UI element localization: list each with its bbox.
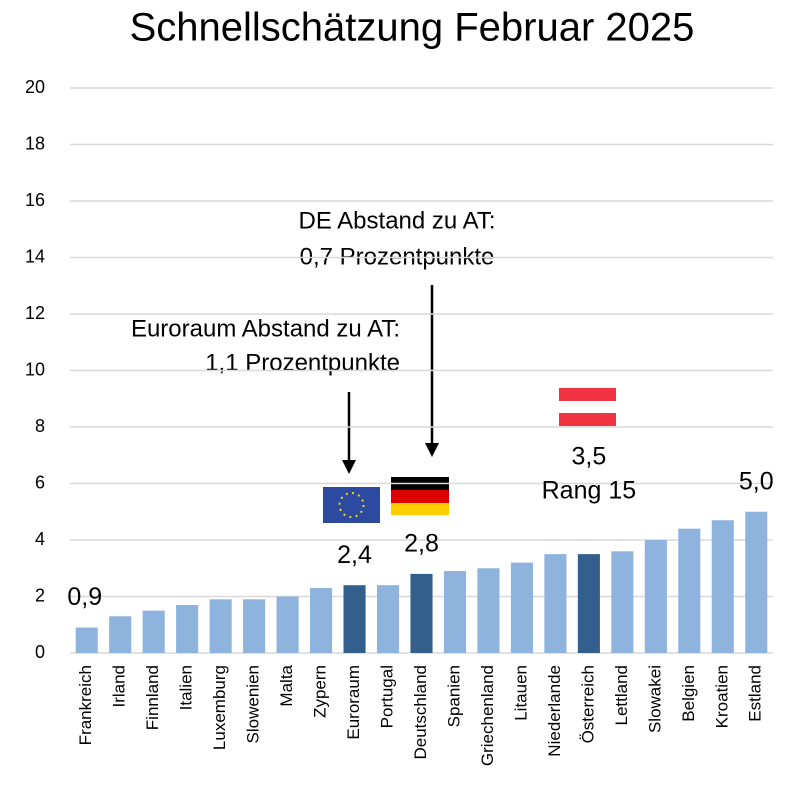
x-tick-label: Griechenland	[478, 665, 497, 766]
y-tick-label: 0	[35, 642, 45, 662]
bar	[243, 599, 266, 653]
x-tick-label: Slowakei	[645, 665, 664, 733]
bar	[477, 568, 500, 653]
x-tick-label: Irland	[110, 665, 129, 708]
bar	[376, 585, 400, 653]
x-tick-label: Deutschland	[411, 665, 430, 760]
x-tick-label: Spanien	[444, 665, 463, 727]
x-tick-label: Litauen	[511, 665, 530, 721]
annotation: DE Abstand zu AT:	[298, 207, 495, 234]
rank-label: Rang 15	[542, 477, 637, 505]
y-tick-label: 4	[35, 529, 45, 549]
data-label: 5,0	[739, 467, 774, 495]
x-tick-label: Österreich	[578, 665, 597, 743]
y-tick-label: 20	[25, 77, 45, 97]
bar	[142, 610, 165, 653]
y-tick-label: 6	[35, 472, 45, 492]
at-flag	[559, 388, 616, 426]
data-label: 3,5	[571, 443, 606, 471]
data-label: 2,8	[404, 530, 439, 558]
data-label: 2,4	[337, 541, 372, 569]
x-tick-label: Italien	[177, 665, 196, 710]
bar	[75, 627, 98, 653]
bar	[310, 588, 333, 653]
bar	[544, 554, 567, 653]
x-tick-label: Belgien	[679, 665, 698, 722]
bar	[711, 520, 734, 653]
x-tick-label: Euroraum	[344, 665, 363, 740]
data-label: 0,9	[67, 583, 102, 611]
y-tick-label: 16	[25, 190, 45, 210]
x-tick-label: Finnland	[143, 665, 162, 730]
eu-flag	[323, 487, 380, 523]
y-tick-label: 14	[25, 246, 45, 266]
bar	[176, 604, 199, 653]
bar	[343, 585, 366, 653]
x-tick-label: Frankreich	[76, 665, 95, 745]
x-tick-label: Zypern	[311, 665, 330, 718]
y-tick-label: 18	[25, 133, 45, 153]
callout-euro: Euroraum Abstand zu AT: 1,1 Prozentpunkt…	[131, 315, 400, 474]
y-tick-label: 10	[25, 359, 45, 379]
arrow-head	[425, 443, 439, 457]
bar	[745, 511, 768, 653]
bar	[209, 599, 232, 653]
y-tick-label: 2	[35, 585, 45, 605]
arrow-head	[342, 460, 356, 474]
x-tick-label: Niederlande	[545, 665, 564, 757]
x-tick-label: Slowenien	[244, 665, 263, 743]
y-tick-label: 8	[35, 416, 45, 436]
y-tick-label: 12	[25, 303, 45, 323]
x-tick-label: Lettland	[612, 665, 631, 726]
bar	[109, 616, 132, 653]
x-tick-label: Kroatien	[712, 665, 731, 728]
bar	[611, 551, 634, 653]
annotation: 1,1 Prozentpunkte	[205, 349, 400, 376]
bar	[510, 562, 533, 653]
bar	[678, 528, 701, 653]
annotation: Euroraum Abstand zu AT:	[131, 315, 400, 342]
bar	[276, 596, 299, 653]
bar	[577, 554, 600, 653]
bar	[443, 571, 467, 653]
x-tick-label: Estland	[746, 665, 765, 722]
bar	[410, 573, 433, 653]
x-tick-label: Portugal	[378, 665, 397, 728]
chart-title: Schnellschätzung Februar 2025	[130, 6, 695, 50]
bar	[644, 540, 667, 653]
x-tick-label: Luxemburg	[210, 665, 229, 750]
x-tick-label: Malta	[277, 664, 296, 706]
de-flag	[391, 477, 449, 515]
